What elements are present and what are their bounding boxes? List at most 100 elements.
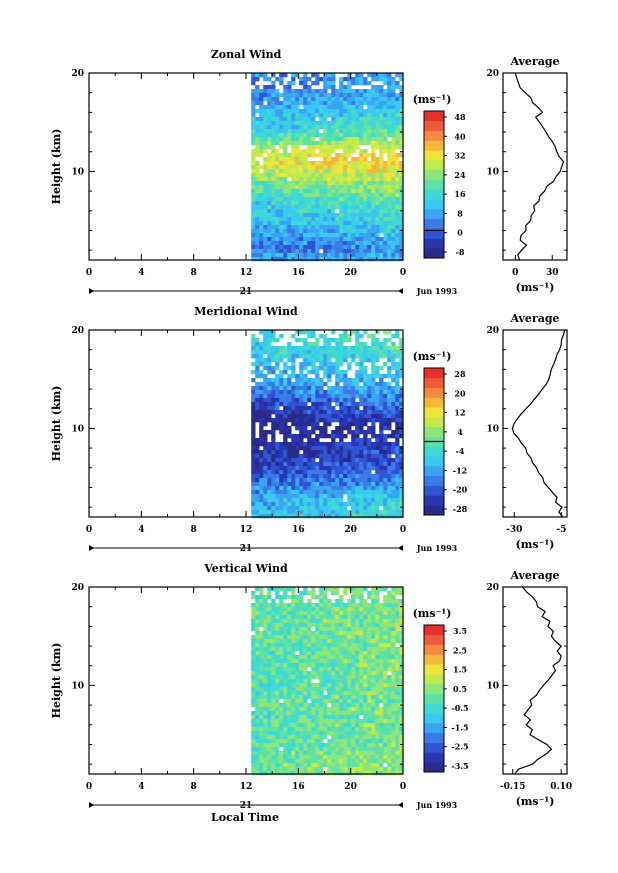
heatmap-cell [271,346,276,351]
heatmap-cell [379,679,384,684]
heatmap-cell [311,378,316,383]
heatmap-cell [295,486,300,491]
colorbar-tick-label: -20 [453,485,468,495]
heatmap-cell [375,494,380,499]
heatmap-cell [319,153,324,158]
heatmap-cell [251,185,256,190]
heatmap-cell [371,213,376,218]
heatmap-cell [267,446,272,451]
heatmap-cell [299,121,304,126]
heatmap-cell [375,691,380,696]
heatmap-cell [375,514,380,519]
heatmap-cell [279,414,284,419]
heatmap-cell [323,442,328,447]
heatmap-cell [343,490,348,495]
heatmap-cell [383,426,388,431]
heatmap-cell [315,422,320,427]
heatmap-cell [307,245,312,250]
heatmap-cell [303,695,308,700]
heatmap-cell [339,109,344,114]
heatmap-cell [295,695,300,700]
heatmap-cell [363,627,368,632]
heatmap-cell [323,611,328,616]
heatmap-cell [251,695,256,700]
heatmap-cell [375,398,380,403]
heatmap-cell [379,470,384,475]
heatmap-cell [307,739,312,744]
heatmap-cell [391,603,396,608]
heatmap-cell [383,221,388,226]
heatmap-cell [323,197,328,202]
heatmap-cell [303,125,308,130]
heatmap-cell [331,466,336,471]
heatmap-cell [251,615,256,620]
heatmap-cell [399,651,404,656]
heatmap-cell [391,699,396,704]
heatmap-cell [323,358,328,363]
heatmap-cell [283,703,288,708]
heatmap-cell [323,109,328,114]
heatmap-cell [355,498,360,503]
heatmap-cell [319,466,324,471]
heatmap-cell [311,221,316,226]
heatmap-cell [355,683,360,688]
heatmap-cell [279,599,284,604]
heatmap-cell [375,667,380,672]
heatmap-cell [379,607,384,612]
heatmap-cell [255,711,260,716]
heatmap-cell [291,723,296,728]
heatmap-cell [291,699,296,704]
heatmap-cell [251,229,256,234]
heatmap-cell [387,599,392,604]
colorbar-swatch [424,466,444,477]
heatmap-cell [311,217,316,222]
heatmap-cell [347,623,352,628]
heatmap-cell [319,599,324,604]
heatmap-cell [399,691,404,696]
heatmap-cell [391,607,396,612]
heatmap-cell [399,631,404,636]
heatmap-cell [315,101,320,106]
heatmap-cell [295,117,300,122]
heatmap-cell [335,205,340,210]
heatmap-cell [363,659,368,664]
heatmap-cell [279,478,284,483]
heatmap-cell [275,607,280,612]
heatmap-cell [367,643,372,648]
heatmap-cell [327,683,332,688]
heatmap-cell [343,607,348,612]
heatmap-cell [363,731,368,736]
heatmap-cell [251,390,256,395]
heatmap-cell [391,627,396,632]
heatmap-cell [395,442,400,447]
heatmap-cell [319,731,324,736]
heatmap-cell [375,386,380,391]
heatmap-cell [339,470,344,475]
heatmap-cell [315,89,320,94]
heatmap-cell [291,446,296,451]
heatmap-cell [287,603,292,608]
heatmap-cell [375,466,380,471]
heatmap-cell [339,177,344,182]
heatmap-cell [387,619,392,624]
heatmap-cell [335,121,340,126]
heatmap-cell [287,237,292,242]
heatmap-cell [303,426,308,431]
heatmap-cell [331,193,336,198]
heatmap-cell [287,197,292,202]
heatmap-cell [307,406,312,411]
heatmap-cell [263,177,268,182]
heatmap-cell [355,173,360,178]
heatmap-cell [303,434,308,439]
heatmap-cell [375,169,380,174]
heatmap-cell [251,233,256,238]
heatmap-cell [299,378,304,383]
heatmap-cell [347,494,352,499]
heatmap-cell [255,635,260,640]
heatmap-cell [299,699,304,704]
heatmap-cell [351,233,356,238]
heatmap-cell [315,394,320,399]
heatmap-cell [395,715,400,720]
heatmap-cell [259,631,264,636]
heatmap-cell [343,197,348,202]
